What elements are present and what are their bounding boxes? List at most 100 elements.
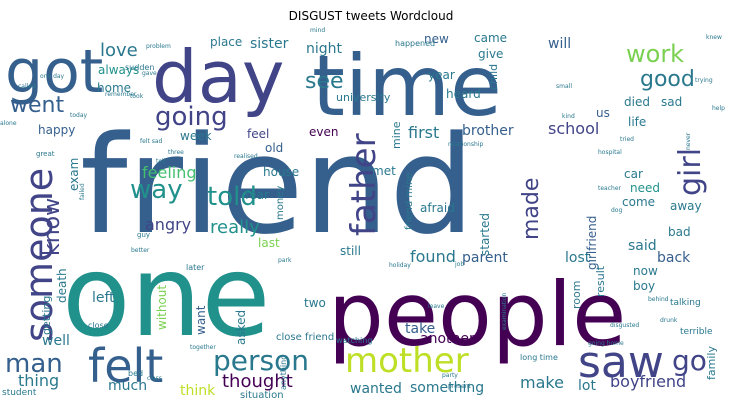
word-think: think	[180, 383, 216, 399]
word-mother: mother	[345, 341, 469, 381]
word-park: park	[278, 257, 292, 264]
word-well: well	[42, 333, 70, 349]
word-go: go	[672, 344, 707, 377]
word-said: said	[628, 238, 657, 254]
word-feeling: feeling	[142, 163, 197, 182]
word-three: three	[168, 149, 184, 156]
word-told: told	[207, 182, 257, 212]
word-tried: tried	[620, 136, 634, 143]
word-great: great	[36, 150, 55, 158]
word-student: student	[2, 388, 37, 398]
word-need: need	[630, 181, 660, 195]
word-happy: happy	[38, 123, 75, 137]
word-now: now	[633, 264, 658, 278]
word-work: work	[626, 40, 684, 68]
word-car: car	[624, 167, 643, 181]
word-child: child	[487, 64, 500, 90]
word-angry: angry	[145, 215, 191, 234]
word-asked: asked	[234, 310, 248, 345]
word-death: death	[55, 268, 69, 303]
word-feel: feel	[247, 127, 269, 141]
word-brother: brother	[462, 123, 514, 139]
word-someone: someone	[17, 168, 61, 342]
word-class: class	[147, 375, 162, 382]
word-girlfriend: girlfriend	[585, 216, 599, 270]
word-situation: situation	[240, 390, 284, 401]
word-close: close	[88, 321, 109, 330]
word-boy: boy	[633, 279, 655, 293]
word-take: take	[405, 321, 435, 337]
word-sad: sad	[661, 95, 682, 109]
word-talking: talking	[670, 298, 701, 308]
word-make: make	[520, 373, 564, 392]
word-made: made	[519, 178, 544, 240]
word-got: got	[5, 37, 103, 107]
chart-title: DISGUST tweets Wordcloud	[288, 9, 454, 23]
word-without: without	[155, 285, 169, 330]
word-examination: examination	[501, 293, 508, 330]
word-night: night	[306, 41, 343, 57]
word-parent: parent	[462, 250, 508, 266]
word-going: going	[155, 102, 228, 132]
word-mind: mind	[310, 27, 325, 34]
word-wanted: wanted	[350, 381, 402, 397]
word-away: away	[670, 199, 702, 213]
word-failed: failed	[79, 183, 86, 200]
word-sudden: sudden	[125, 63, 154, 72]
word-terrible: terrible	[680, 327, 713, 337]
word-us: us	[596, 106, 610, 120]
word-alone: alone	[0, 120, 17, 127]
word-took: took	[130, 93, 144, 100]
word-started: started	[478, 213, 492, 256]
word-behind: behind	[648, 296, 669, 303]
word-gave: gave	[142, 70, 157, 77]
word-family: family	[705, 346, 718, 380]
word-felt-sad: felt sad	[140, 138, 163, 145]
word-old: old	[265, 141, 283, 155]
word-thing: thing	[18, 371, 59, 390]
word-died: died	[624, 95, 650, 109]
word-way: way	[130, 175, 183, 205]
word-bad: bad	[668, 225, 691, 239]
word-party: party	[442, 372, 458, 379]
word-something: something	[410, 380, 484, 396]
word-school: school	[548, 119, 599, 138]
word-another: another	[420, 331, 475, 347]
word-small: small	[556, 83, 572, 90]
word-fear: fear	[245, 188, 269, 202]
word-new: new	[424, 32, 449, 46]
word-better: better	[131, 247, 150, 254]
word-lot: lot	[578, 378, 596, 394]
word-always: always	[98, 63, 139, 77]
word-remember: remember	[105, 91, 137, 98]
word-disgusted: disgusted	[610, 322, 639, 329]
word-left: left	[92, 290, 115, 306]
word-job: job	[454, 261, 464, 268]
word-sister: sister	[250, 36, 289, 52]
word-never: never	[685, 132, 692, 150]
word-time: time	[312, 37, 502, 135]
word-room: room	[570, 281, 583, 309]
word-getting: getting	[40, 296, 53, 335]
word-good: good	[640, 67, 695, 92]
word-still: still	[340, 244, 361, 258]
word-father: father	[344, 133, 384, 236]
word-today: today	[70, 112, 88, 119]
word-will: will	[548, 36, 571, 52]
word-anything: anything	[279, 355, 288, 390]
word-person: person	[213, 344, 309, 377]
word-knew: knew	[706, 34, 722, 41]
word-come: come	[622, 195, 655, 209]
word-met: met	[372, 164, 396, 178]
word-lost: lost	[565, 250, 591, 266]
word-happened: happened	[395, 39, 435, 48]
word-went: went	[10, 93, 64, 118]
word-friend: friend	[80, 107, 475, 264]
word-holiday: holiday	[389, 262, 411, 269]
word-heard: heard	[446, 87, 481, 101]
word-man: man	[5, 349, 63, 379]
word-week: week	[180, 129, 212, 143]
word-dog: dog	[611, 207, 622, 214]
word-teacher: teacher	[598, 185, 622, 192]
